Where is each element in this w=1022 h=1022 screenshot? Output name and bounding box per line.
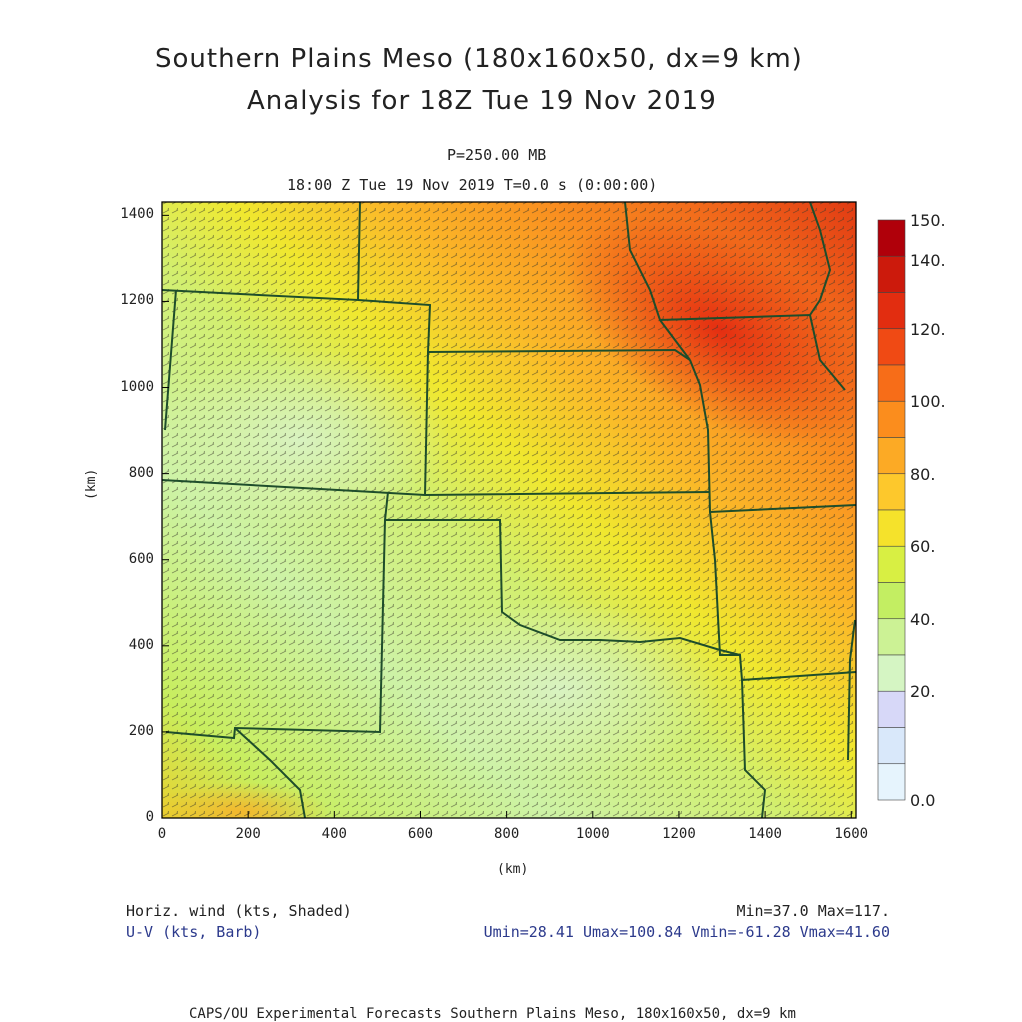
colorbar-swatch: [877, 690, 906, 728]
pressure-level: P=250.00 MB: [447, 146, 547, 164]
x-tick-label: 600: [407, 826, 434, 842]
co-ok-border: [162, 479, 711, 497]
colorbar-swatch: [877, 545, 906, 583]
co-ne-border: [357, 299, 432, 496]
colorbar-swatch: [877, 763, 906, 801]
colorbar-swatch: [877, 364, 906, 402]
x-tick-label: 800: [493, 826, 520, 842]
colorbar-swatch: [877, 328, 906, 366]
colorbar-label: 100.: [910, 392, 946, 412]
colorbar-label: 20.: [910, 682, 936, 702]
y-axis-label: (km): [84, 468, 99, 500]
ne-ia-border: [624, 202, 691, 361]
tx-panhandle-line: [234, 727, 306, 818]
ne-ks-border: [427, 348, 691, 361]
colorbar-swatch: [877, 437, 906, 475]
y-tick-label: 0: [145, 809, 154, 825]
y-tick-label: 1200: [120, 292, 154, 309]
y-tick-label: 800: [128, 464, 154, 481]
x-tick-label: 200: [235, 826, 261, 842]
colorbar-label: 150.: [910, 211, 946, 230]
colorbar-swatch: [877, 219, 906, 257]
nm-tx-border: [165, 491, 389, 740]
x-tick-label: 0: [157, 826, 167, 842]
x-tick-label: 400: [321, 826, 347, 842]
colorbar-swatch: [877, 473, 906, 511]
title-line-1: Southern Plains Meso (180x160x50, dx=9 k…: [155, 44, 803, 74]
y-tick-label: 1400: [120, 206, 154, 223]
uv-stats: Umin=28.41 Umax=100.84 Vmin=-61.28 Vmax=…: [483, 923, 890, 941]
vector-label: U-V (kts, Barb): [126, 923, 262, 941]
colorbar-swatch: [877, 292, 906, 330]
field-label: Horiz. wind (kts, Shaded): [126, 902, 352, 920]
ia-il-border: [809, 202, 832, 316]
credit-line: CAPS/OU Experimental Forecasts Southern …: [189, 1006, 796, 1022]
y-tick-label: 1000: [120, 378, 154, 395]
colorbar-label: 60.: [910, 537, 936, 557]
colorbar: [877, 219, 906, 801]
plot-frame: [161, 201, 857, 819]
x-tick-label: 1000: [575, 826, 610, 842]
colorbar-label: 40.: [910, 609, 936, 629]
wind-speed-shading: [162, 202, 856, 818]
x-axis-label: (km): [497, 862, 529, 877]
min-max: Min=37.0 Max=117.: [736, 902, 890, 920]
ms-river-line: [847, 619, 856, 761]
valid-time: 18:00 Z Tue 19 Nov 2019 T=0.0 s (0:00:00…: [287, 176, 658, 194]
x-tick-label: 1400: [748, 826, 782, 842]
colorbar-swatch: [877, 255, 906, 293]
colorbar-label: 0.0: [910, 791, 936, 810]
mo-ar-north-border: [709, 504, 856, 513]
x-tick-label: 1600: [834, 826, 869, 842]
colorbar-swatch: [877, 509, 906, 547]
colorbar-label: 140.: [910, 250, 946, 270]
y-tick-label: 400: [128, 636, 154, 653]
axis-ticks: [161, 214, 852, 819]
co-west-border: [164, 289, 177, 431]
ok-tx-border: [385, 519, 741, 656]
colorbar-swatch: [877, 654, 906, 692]
colorbar-swatch: [877, 727, 906, 765]
title-line-2: Analysis for 18Z Tue 19 Nov 2019: [247, 86, 717, 116]
colorbar-label: 80.: [910, 464, 936, 484]
colorbar-label: 120.: [910, 319, 946, 339]
ar-la-border: [741, 671, 856, 681]
colorbar-swatch: [877, 582, 906, 620]
colorbar-swatch: [877, 618, 906, 656]
mo-ar-border: [689, 359, 767, 818]
y-tick-label: 200: [128, 722, 154, 739]
colorbar-swatch: [877, 400, 906, 438]
ia-mo-border: [659, 313, 846, 391]
x-tick-label: 1200: [662, 826, 696, 842]
state-boundaries: [162, 202, 856, 818]
y-tick-label: 600: [128, 550, 154, 567]
